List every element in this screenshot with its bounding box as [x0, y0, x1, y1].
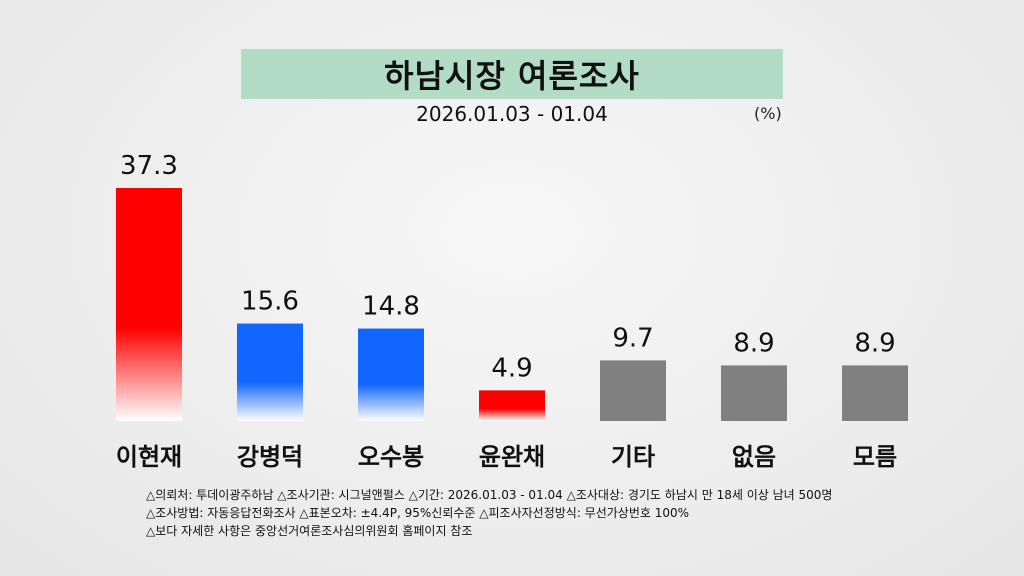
value-label-2: 14.8 [362, 292, 420, 322]
bar-4 [600, 360, 666, 421]
value-label-5: 8.9 [733, 328, 774, 358]
value-label-4: 9.7 [612, 323, 653, 353]
chart-title: 하남시장 여론조사 [384, 57, 640, 95]
category-label-2: 오수봉 [358, 443, 424, 471]
bar-5 [721, 365, 787, 421]
category-label-6: 모름 [853, 443, 897, 471]
bar-2 [358, 328, 424, 421]
unit-label: (%) [754, 104, 782, 123]
title-banner: 하남시장 여론조사 [241, 49, 783, 99]
category-label-5: 없음 [732, 443, 776, 471]
chart-subtitle: 2026.01.03 - 01.04 [416, 102, 608, 126]
category-label-1: 강병덕 [237, 443, 303, 471]
category-label-0: 이현재 [116, 443, 182, 471]
bar-6 [842, 365, 908, 421]
note-line-1: △의뢰처: 투데이광주하남 △조사기관: 시그널앤펄스 △기간: 2026.01… [146, 488, 833, 502]
value-label-0: 37.3 [120, 151, 178, 181]
note-line-3: △보다 자세한 사항은 중앙선거여론조사심의위원회 홈페이지 참조 [146, 524, 473, 538]
bar-1 [237, 323, 303, 421]
category-label-4: 기타 [611, 443, 655, 471]
value-label-1: 15.6 [241, 287, 299, 317]
value-label-3: 4.9 [491, 353, 532, 383]
bar-3 [479, 390, 545, 421]
category-label-3: 윤완채 [479, 443, 545, 471]
note-line-2: △조사방법: 자동응답전화조사 △표본오차: ±4.4P, 95%신뢰수준 △피… [146, 506, 690, 520]
survey-notes: △의뢰처: 투데이광주하남 △조사기관: 시그널앤펄스 △기간: 2026.01… [146, 486, 832, 540]
value-label-6: 8.9 [854, 328, 895, 358]
bar-0 [116, 188, 182, 421]
